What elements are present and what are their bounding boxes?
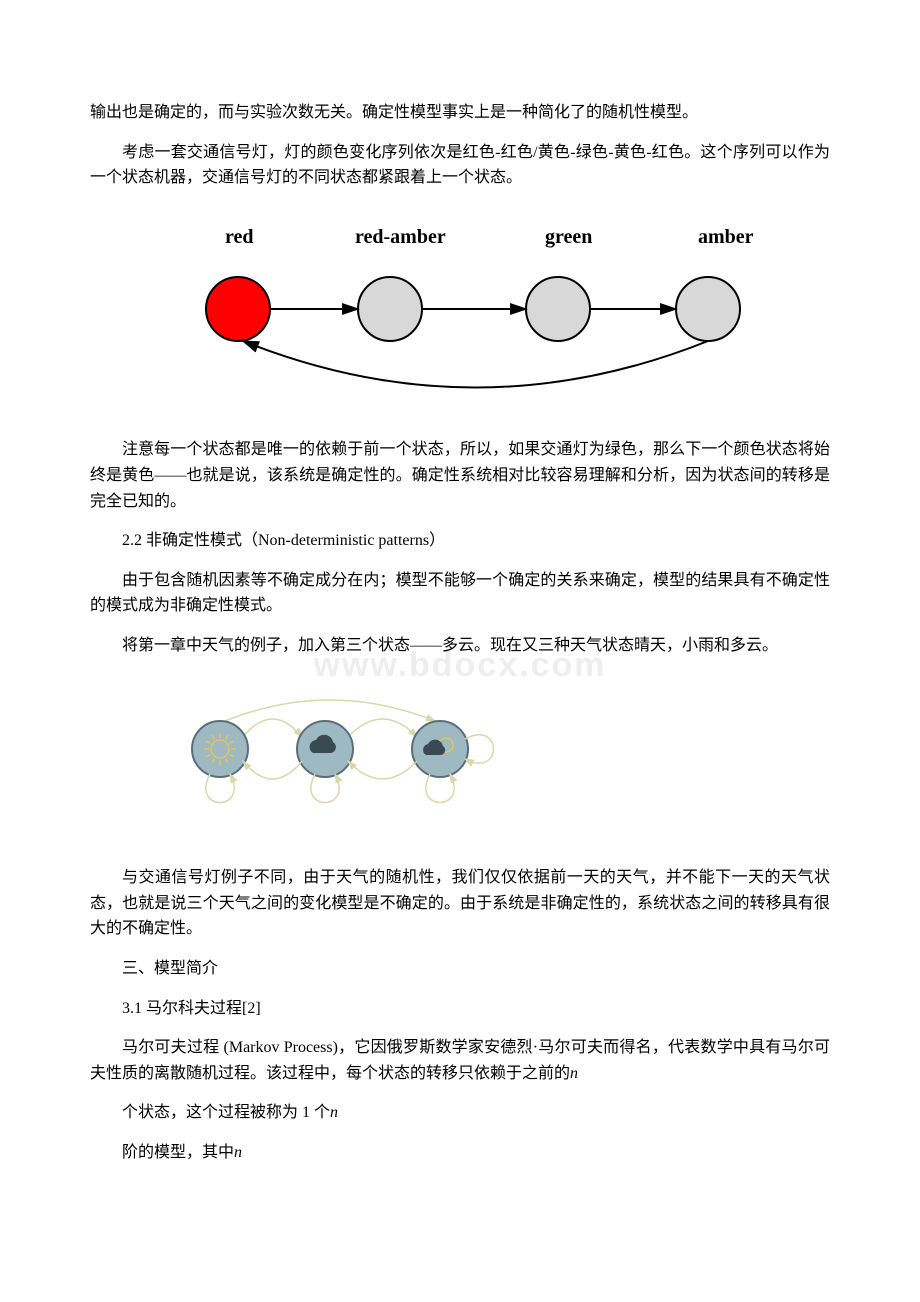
paragraph: 考虑一套交通信号灯，灯的颜色变化序列依次是红色-红色/黄色-绿色-黄色-红色。这… — [90, 140, 830, 191]
paragraph: 个状态，这个过程被称为 1 个n — [90, 1100, 830, 1126]
svg-text:green: green — [545, 226, 592, 248]
variable-n: n — [234, 1144, 242, 1161]
weather-diagram — [150, 677, 830, 846]
svg-text:red-amber: red-amber — [355, 226, 446, 248]
text: 阶的模型，其中 — [122, 1144, 234, 1161]
section-heading: 三、模型简介 — [90, 956, 830, 982]
variable-n: n — [570, 1065, 578, 1082]
svg-text:red: red — [225, 226, 254, 248]
variable-n: n — [330, 1104, 338, 1121]
section-heading: 3.1 马尔科夫过程[2] — [90, 996, 830, 1022]
paragraph: 与交通信号灯例子不同，由于天气的随机性，我们仅仅依据前一天的天气，并不能下一天的… — [90, 865, 830, 942]
svg-text:amber: amber — [698, 226, 754, 248]
paragraph: 将第一章中天气的例子，加入第三个状态——多云。现在又三种天气状态晴天，小雨和多云… — [90, 633, 830, 659]
paragraph: 阶的模型，其中n — [90, 1140, 830, 1166]
text: 马尔可夫过程 (Markov Process)，它因俄罗斯数学家安德烈·马尔可夫… — [90, 1039, 830, 1082]
section-heading: 2.2 非确定性模式（Non-deterministic patterns） — [90, 528, 830, 554]
traffic-light-diagram: red red-amber green amber — [150, 209, 830, 418]
paragraph: 输出也是确定的，而与实验次数无关。确定性模型事实上是一种简化了的随机性模型。 — [90, 100, 830, 126]
paragraph: 由于包含随机因素等不确定成分在内；模型不能够一个确定的关系来确定，模型的结果具有… — [90, 568, 830, 619]
text: 个状态，这个过程被称为 1 个 — [122, 1104, 330, 1121]
paragraph: 注意每一个状态都是唯一的依赖于前一个状态，所以，如果交通灯为绿色，那么下一个颜色… — [90, 437, 830, 514]
paragraph: 马尔可夫过程 (Markov Process)，它因俄罗斯数学家安德烈·马尔可夫… — [90, 1035, 830, 1086]
